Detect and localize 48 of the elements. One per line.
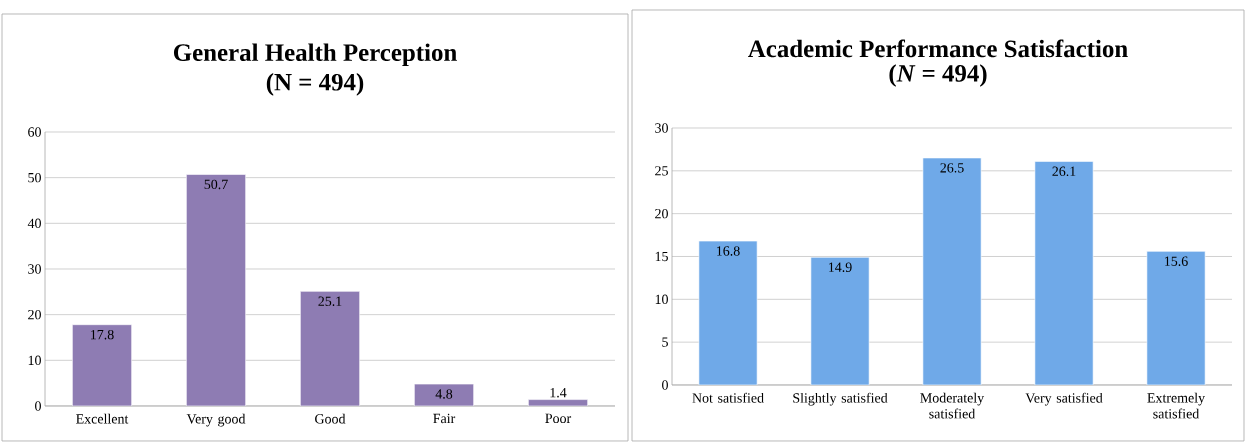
y-tick-label: 0	[35, 401, 41, 411]
data-label: 14.9	[829, 262, 852, 272]
y-tick-label: 60	[28, 127, 41, 137]
y-tick-label: 10	[28, 355, 41, 366]
x-tick-label: Very satisfied	[1025, 392, 1103, 406]
bar	[414, 383, 474, 406]
bar	[922, 157, 982, 385]
chart-subtitle: (N = 494)	[889, 64, 987, 87]
data-label: 26.5	[940, 163, 964, 173]
x-tick-label: Extremely satisfied	[1147, 392, 1206, 419]
y-tick-label: 20	[655, 208, 668, 219]
y-tick-label: 30	[28, 264, 41, 274]
chart-subtitle: (N = 494)	[266, 73, 364, 96]
x-tick-label: Not satisfied	[692, 392, 764, 403]
bar	[186, 174, 246, 406]
chart-title: General Health Perception	[173, 43, 457, 67]
bar	[810, 257, 870, 385]
x-tick-label: Poor	[545, 413, 572, 424]
data-label: 50.7	[204, 179, 228, 190]
y-tick-label: 50	[28, 172, 41, 183]
y-tick-label: 20	[28, 309, 41, 320]
data-label: 25.1	[318, 296, 342, 306]
chart-title: Academic Performance Satisfaction	[748, 39, 1128, 58]
bar	[1146, 251, 1206, 385]
data-label: 1.4	[550, 387, 567, 398]
data-label: 26.1	[1052, 166, 1076, 177]
y-tick-label: 30	[655, 123, 668, 133]
data-label: 15.6	[1165, 256, 1188, 266]
bar	[300, 291, 360, 406]
x-tick-label: Good	[315, 413, 346, 424]
x-tick-label: Excellent	[76, 413, 129, 424]
y-tick-label: 5	[662, 337, 668, 347]
bar	[1034, 161, 1094, 385]
x-tick-label: Very good	[186, 413, 246, 427]
data-label: 16.8	[717, 246, 740, 256]
bar	[698, 240, 758, 385]
y-tick-label: 25	[655, 166, 668, 176]
y-tick-label: 15	[655, 251, 668, 262]
data-label: 17.8	[91, 329, 114, 340]
x-tick-label: Slightly satisfied	[793, 392, 888, 406]
x-tick-label: Fair	[433, 413, 456, 424]
bar	[72, 324, 132, 406]
x-tick-label: Moderately satisfied	[920, 392, 985, 419]
y-tick-label: 40	[27, 218, 41, 229]
bar	[528, 399, 588, 406]
y-tick-label: 10	[655, 294, 668, 305]
data-label: 4.8	[435, 389, 453, 399]
y-tick-label: 0	[662, 380, 668, 390]
